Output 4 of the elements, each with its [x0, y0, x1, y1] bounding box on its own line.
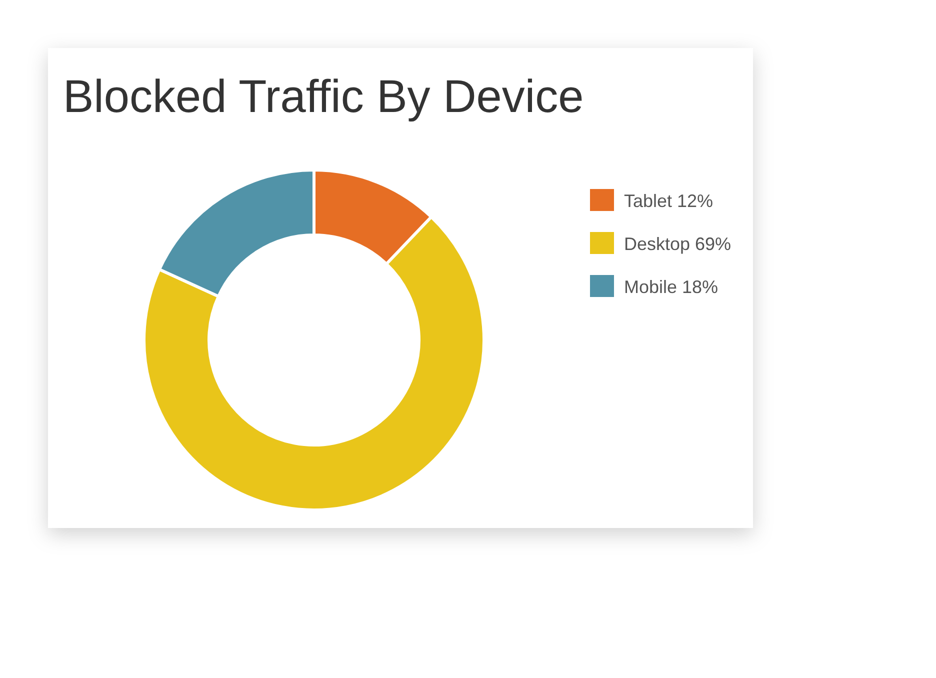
- chart-title: Blocked Traffic By Device: [63, 70, 584, 122]
- legend-label: Tablet 12%: [624, 191, 714, 211]
- legend-label: Desktop 69%: [624, 234, 732, 254]
- legend-label: Mobile 18%: [624, 277, 718, 297]
